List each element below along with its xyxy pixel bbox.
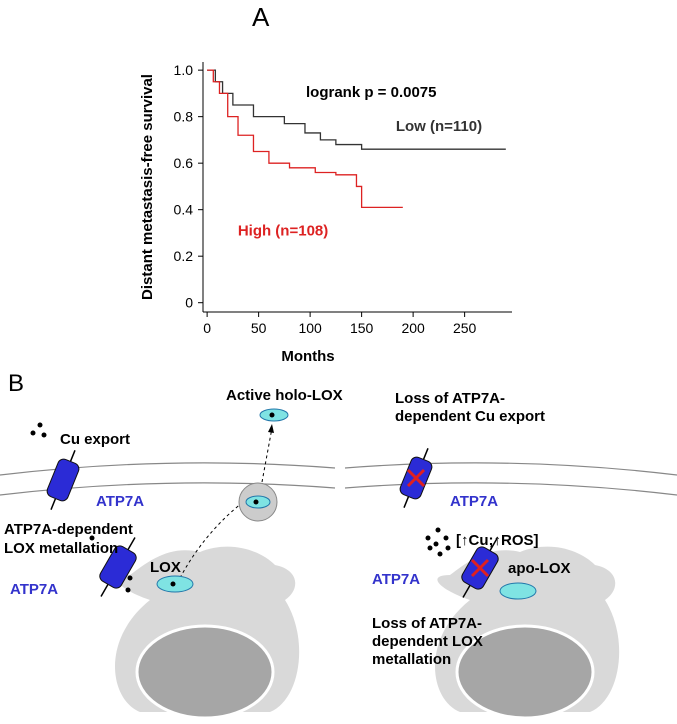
x-axis-label: Months	[281, 348, 334, 365]
label: apo-LOX	[508, 560, 571, 577]
annotation: logrank p = 0.0075	[306, 84, 436, 101]
arrow	[179, 495, 253, 579]
label: Active holo-LOX	[226, 387, 343, 404]
membrane	[344, 462, 677, 476]
panel-label: A	[252, 2, 270, 32]
series-label: High (n=108)	[238, 222, 328, 239]
label: Loss of ATP7A-dependent Cu export	[395, 390, 545, 425]
label: ATP7A-dependent LOX metallation	[4, 521, 133, 557]
label: ATP7A	[450, 493, 498, 510]
survival-curve	[207, 69, 403, 208]
series-label: Low (n=110)	[396, 118, 482, 135]
label: ATP7A	[96, 493, 144, 510]
x-tick-label: 0	[203, 320, 211, 336]
membrane	[344, 482, 677, 496]
survival-curve	[207, 69, 506, 150]
x-tick-label: 150	[350, 320, 374, 336]
label: Loss of ATP7A-dependent LOX metallation	[372, 615, 483, 668]
y-tick-label: 0.8	[174, 109, 194, 125]
y-axis-label: Distant metastasis-free survival	[139, 74, 156, 300]
block-mark	[406, 468, 490, 578]
membrane	[0, 482, 336, 496]
nucleus	[455, 624, 595, 720]
arrow	[261, 427, 273, 483]
apo-lox	[499, 582, 537, 600]
nucleus	[135, 624, 275, 720]
label: LOX	[150, 559, 181, 576]
label: Cu export	[60, 431, 130, 448]
copper-dots	[30, 422, 451, 593]
y-tick-label: 1.0	[174, 62, 194, 78]
transporter	[99, 537, 137, 597]
x-tick-label: 250	[453, 320, 477, 336]
y-tick-label: 0.6	[174, 155, 194, 171]
y-tick-label: 0.4	[174, 202, 194, 218]
membrane	[0, 462, 336, 476]
label: [↑Cu;↑ROS]	[456, 532, 539, 549]
panel-label: B	[8, 370, 24, 397]
transporter	[46, 450, 80, 510]
y-tick-label: 0.2	[174, 248, 194, 264]
y-tick-label: 0	[185, 295, 193, 311]
x-tick-label: 100	[298, 320, 322, 336]
label: ATP7A	[10, 581, 58, 598]
arrow-head	[268, 424, 274, 433]
x-tick-label: 200	[401, 320, 425, 336]
label: ATP7A	[372, 571, 420, 588]
x-tick-label: 50	[251, 320, 267, 336]
diagram: B Cu export ATP7A Active holo-LOX ATP7A-…	[0, 370, 677, 720]
